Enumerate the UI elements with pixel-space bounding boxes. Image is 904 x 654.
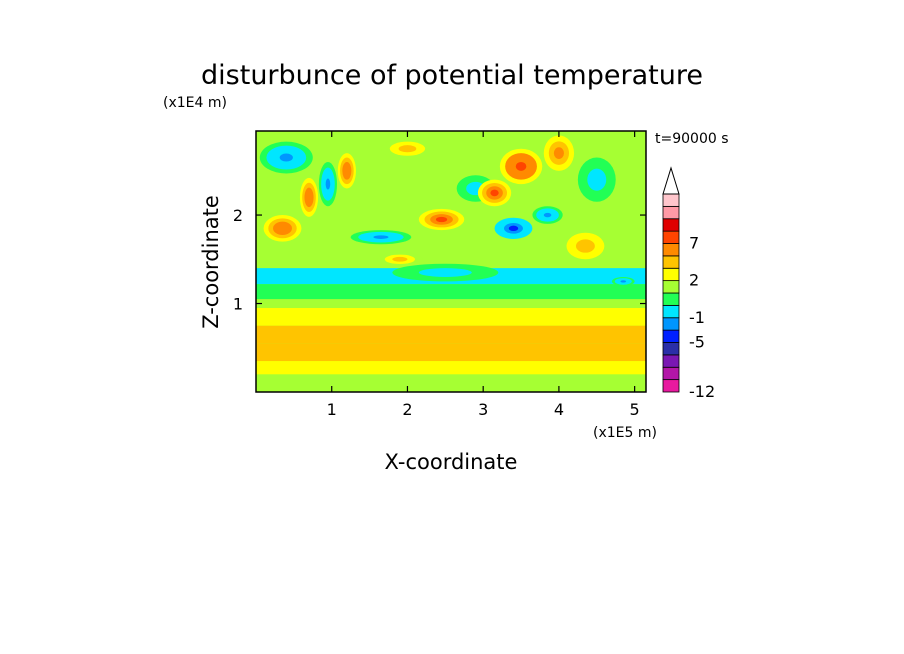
contour-level-18-3 xyxy=(515,161,527,171)
colorbar-box-13 xyxy=(662,218,680,232)
contour-cell-21 xyxy=(543,135,575,171)
contour-band-3 xyxy=(256,325,646,344)
contour-cell-25 xyxy=(263,215,302,242)
contour-band-1 xyxy=(256,361,646,375)
contour-level-9-3 xyxy=(325,178,331,190)
x-tick-label-4: 5 xyxy=(630,400,640,419)
colorbar-label-0: -12 xyxy=(689,382,715,401)
contour-cell-22 xyxy=(577,157,616,202)
colorbar-box-14 xyxy=(662,205,680,220)
contour-cell-8 xyxy=(259,141,313,174)
colorbar-box-1 xyxy=(662,366,680,381)
colorbar-box-5 xyxy=(662,317,680,331)
contour-level-12-3 xyxy=(373,235,389,239)
contour-level-24-3 xyxy=(620,280,627,283)
contour-cell-19 xyxy=(494,217,533,239)
contour-level-8-3 xyxy=(279,153,293,162)
colorbar-box-11 xyxy=(662,243,680,257)
contour-cell-23 xyxy=(566,232,605,260)
x-tick-label-2: 3 xyxy=(478,400,488,419)
y-tick-label-1: 2 xyxy=(233,206,243,225)
colorbar-box-10 xyxy=(662,255,680,269)
x-unit-label: (x1E5 m) xyxy=(593,425,657,441)
colorbar-label-2: -1 xyxy=(689,308,705,327)
contour-cell-26 xyxy=(380,138,434,160)
contour-band-2 xyxy=(256,343,646,362)
contour-cell-17 xyxy=(477,179,512,207)
contour-level-10-3 xyxy=(306,192,312,203)
contour-cell-20 xyxy=(532,206,563,224)
colorbar: -12-5-127 xyxy=(662,166,715,401)
contour-level-21-2 xyxy=(553,147,564,160)
colorbar-label-1: -5 xyxy=(689,333,705,352)
x-axis: 1 2 3 4 5 xyxy=(327,131,640,419)
time-label: t=90000 s xyxy=(655,131,729,147)
x-tick-label-3: 4 xyxy=(554,400,564,419)
contour-band-0 xyxy=(256,374,646,392)
colorbar-box-2 xyxy=(662,354,680,368)
y-axis-title: Z-coordinate xyxy=(199,195,223,329)
contour-cell-11 xyxy=(337,153,356,189)
x-tick-label-0: 1 xyxy=(327,400,337,419)
colorbar-box-0 xyxy=(662,379,680,393)
y-tick-label-0: 1 xyxy=(233,295,243,314)
contour-level-14-3 xyxy=(435,216,448,223)
contour-level-23-1 xyxy=(575,239,595,253)
colorbar-label-3: 2 xyxy=(689,271,699,290)
contour-level-11-3 xyxy=(344,166,350,176)
contour-plot-area xyxy=(256,131,646,392)
contour-cell-9 xyxy=(318,161,338,207)
plot-frame xyxy=(255,130,647,393)
colorbar-label-4: 7 xyxy=(689,234,699,253)
contour-band-4 xyxy=(256,307,646,326)
contour-cell-13 xyxy=(377,252,423,267)
y-axis: 12 xyxy=(233,206,646,314)
contour-band-6 xyxy=(256,284,646,300)
contour-level-20-3 xyxy=(543,212,552,218)
contour-level-13-2 xyxy=(392,256,408,262)
colorbar-box-15 xyxy=(662,193,680,207)
contour-cell-10 xyxy=(299,177,319,217)
contour-level-19-3 xyxy=(508,225,519,231)
contour-cell-14 xyxy=(418,208,465,231)
colorbar-box-12 xyxy=(662,230,680,244)
contour-level-25-3 xyxy=(277,225,288,232)
contour-level-22-1 xyxy=(587,168,607,191)
contour-band-5 xyxy=(256,299,646,308)
contour-cell-12 xyxy=(350,230,412,245)
chart-title: disturbunce of potential temperature xyxy=(201,60,703,91)
x-tick-label-1: 2 xyxy=(402,400,412,419)
y-unit-label: (x1E4 m) xyxy=(163,95,227,111)
x-axis-title: X-coordinate xyxy=(385,450,518,474)
colorbar-box-8 xyxy=(662,280,680,294)
contour-cell-15 xyxy=(392,263,499,282)
contour-level-26-2 xyxy=(398,145,417,153)
colorbar-box-4 xyxy=(662,329,680,343)
colorbar-box-3 xyxy=(662,342,680,356)
colorbar-box-7 xyxy=(662,292,680,306)
colorbar-box-6 xyxy=(662,304,680,319)
contour-level-17-3 xyxy=(490,189,499,197)
contour-cell-18 xyxy=(499,148,543,185)
contour-cell-24 xyxy=(611,276,635,286)
contour-level-15-1 xyxy=(418,268,472,277)
colorbar-extend-arrow xyxy=(662,166,680,195)
colorbar-box-9 xyxy=(662,267,680,282)
